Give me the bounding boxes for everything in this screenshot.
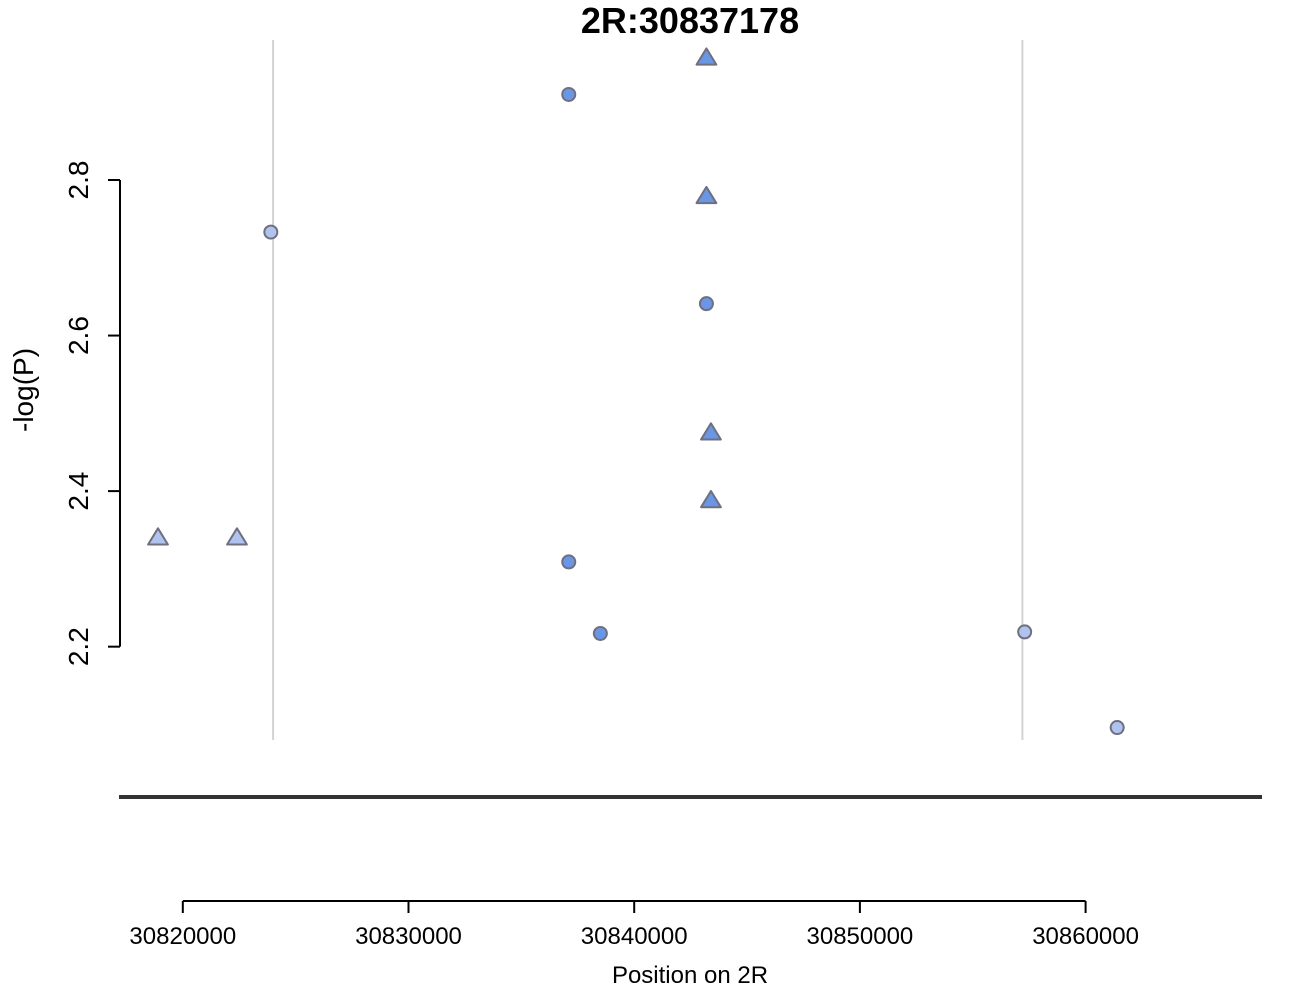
y-axis-label: -log(P): [8, 348, 39, 432]
data-point-circle: [561, 86, 577, 102]
data-points: [147, 47, 1125, 736]
data-point-circle: [592, 625, 608, 641]
data-point-triangle: [226, 527, 248, 546]
data-point-triangle: [147, 527, 169, 546]
x-ticks: 30820000 30830000 30840000 30850000 30860000: [129, 901, 1139, 950]
data-point-triangle: [700, 422, 722, 441]
y-axis: 2.2 2.4 2.6 2.8 -log(P): [8, 161, 121, 666]
y-tick-label: 2.2: [63, 627, 94, 666]
data-point-circle: [698, 296, 714, 312]
data-point-circle: [1017, 624, 1033, 640]
x-tick-label: 30840000: [581, 923, 688, 950]
data-point-triangle: [700, 489, 722, 509]
data-point-circle: [561, 554, 577, 570]
x-axis: 30820000 30830000 30840000 30850000 30860000…: [129, 900, 1139, 989]
reference-lines: [272, 40, 1024, 740]
x-tick-label: 30850000: [807, 923, 914, 950]
data-point-circle: [1109, 720, 1125, 736]
x-tick-label: 30820000: [129, 923, 236, 950]
x-axis-label: Position on 2R: [612, 962, 768, 989]
x-tick-label: 30860000: [1032, 923, 1139, 950]
y-tick-label: 2.6: [63, 316, 94, 355]
y-ticks: 2.2 2.4 2.6 2.8: [63, 161, 120, 666]
x-tick-label: 30830000: [355, 923, 462, 950]
data-point-triangle: [695, 47, 718, 66]
chart-title: 2R:30837178: [581, 0, 799, 41]
data-point-circle: [263, 224, 279, 240]
y-tick-label: 2.4: [63, 472, 94, 511]
y-tick-label: 2.8: [63, 161, 94, 200]
data-point-triangle: [695, 185, 718, 205]
